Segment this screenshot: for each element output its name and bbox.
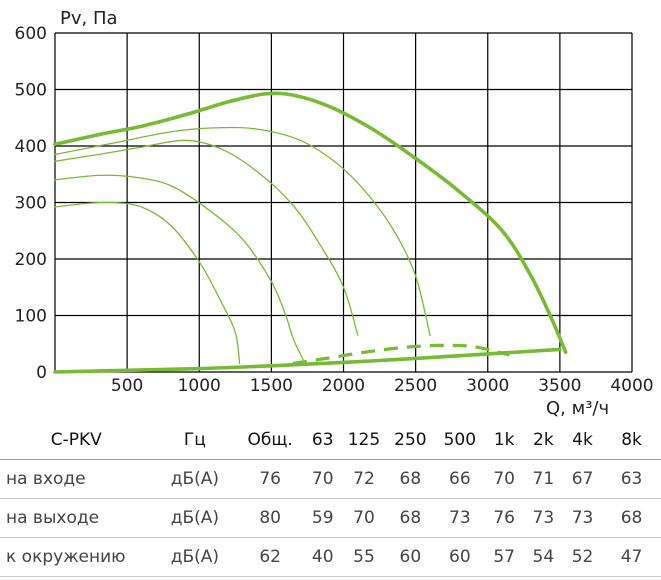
header-4k: 4k [572, 430, 593, 450]
header-1k: 1k [493, 430, 515, 450]
row-label: на выходе [6, 508, 100, 528]
table-row-inlet: на входе дБ(А) 76 70 72 68 66 70 71 67 6… [0, 460, 661, 499]
table-cell: 76 [259, 469, 281, 489]
table-cell: 76 [493, 508, 515, 528]
table-cell: 55 [353, 547, 375, 567]
chart-curves [53, 91, 568, 374]
table-cell: 73 [449, 508, 471, 528]
header-2k: 2k [533, 430, 554, 450]
y-tick-label: 300 [15, 194, 47, 214]
table-cell: 70 [353, 508, 375, 528]
row-label: на входе [6, 469, 86, 489]
table-cell: 62 [259, 547, 281, 567]
table-cell: 80 [259, 508, 281, 528]
curve-series-5 [54, 201, 241, 365]
curve-series-3 [54, 139, 359, 336]
table-cell: 72 [353, 469, 375, 489]
curve-series-4 [54, 174, 304, 361]
y-tick-label: 400 [15, 137, 47, 157]
table-cell: 73 [532, 508, 555, 528]
table-cell: 70 [311, 469, 334, 489]
table-cell: 73 [571, 508, 594, 528]
chart-grid [54, 32, 633, 373]
table-cell: 60 [449, 547, 471, 567]
table-cell: 66 [449, 469, 471, 489]
curve-series-7 [292, 343, 510, 366]
x-tick-label: 3000 [466, 376, 509, 396]
y-tick-label: 500 [15, 81, 47, 101]
y-axis-label: Pv, Па [60, 8, 118, 29]
x-axis-label: Q, м³/ч [546, 398, 609, 419]
header-250: 250 [394, 430, 427, 450]
row-label: к окружению [6, 547, 126, 567]
noise-table: C-PKV Гц Общ. 63 125 250 500 1k 2k 4k 8k… [0, 421, 661, 577]
table-row-surroundings: к окружению дБ(А) 62 40 55 60 60 57 54 5… [0, 538, 661, 577]
table-cell: 59 [311, 508, 334, 528]
table-cell: 63 [620, 469, 643, 489]
y-tick-label: 600 [15, 24, 47, 44]
x-tick-label: 1000 [178, 376, 221, 396]
unit-header: Гц [183, 430, 206, 450]
row-unit: дБ(А) [170, 547, 220, 567]
table-cell: 60 [399, 547, 422, 567]
axis-ticks: 500 1000 1500 2000 2500 3000 3500 4000 0 100 200 30… [15, 24, 654, 396]
table-cell: 40 [311, 547, 334, 567]
table-cell: 71 [532, 469, 555, 489]
fan-performance-chart: 500 1000 1500 2000 2500 3000 3500 4000 0 100 200 30… [15, 8, 654, 419]
table-cell: 68 [399, 508, 422, 528]
x-tick-label: 1500 [250, 376, 293, 396]
header-63: 63 [311, 430, 334, 450]
curve-series-2 [54, 126, 431, 336]
header-8k: 8k [621, 430, 642, 450]
y-tick-label: 100 [15, 307, 47, 327]
table-cell: 57 [493, 547, 515, 567]
y-tick-label: 0 [36, 363, 47, 383]
row-unit: дБ(А) [170, 508, 220, 528]
table-cell: 68 [399, 469, 422, 489]
table-cell: 52 [571, 547, 594, 567]
x-tick-label: 500 [111, 376, 143, 396]
header-125: 125 [347, 430, 381, 450]
table-cell: 67 [571, 469, 594, 489]
table-cell: 68 [620, 508, 643, 528]
x-tick-label: 3500 [538, 376, 581, 396]
x-tick-label: 2500 [394, 376, 437, 396]
x-tick-label: 2000 [322, 376, 365, 396]
table-cell: 70 [493, 469, 515, 489]
y-tick-label: 200 [15, 250, 47, 270]
x-tick-label: 4000 [610, 376, 653, 396]
curve-series-1 [53, 91, 568, 354]
row-unit: дБ(А) [170, 469, 220, 489]
table-row-outlet: на выходе дБ(А) 80 59 70 68 73 76 73 73 … [0, 499, 661, 538]
table-cell: 54 [532, 547, 555, 567]
curve-series-6 [53, 347, 562, 374]
model-name: C-PKV [50, 430, 102, 450]
table-cell: 47 [620, 547, 643, 567]
header-500: 500 [443, 430, 477, 450]
header-total: Общ. [247, 430, 293, 450]
table-header-row: C-PKV Гц Общ. 63 125 250 500 1k 2k 4k 8k [0, 421, 661, 460]
